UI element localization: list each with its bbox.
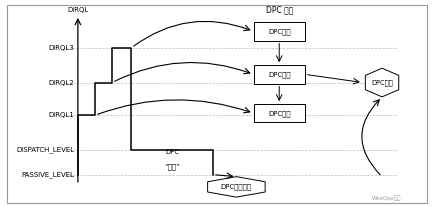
Text: DPC对象: DPC对象 xyxy=(268,110,291,117)
FancyBboxPatch shape xyxy=(254,22,305,41)
Text: DPC派遣例程: DPC派遣例程 xyxy=(221,184,252,190)
Text: DPC对象: DPC对象 xyxy=(268,71,291,78)
Text: DPC 队列: DPC 队列 xyxy=(266,5,293,14)
Text: PASSIVE_LEVEL: PASSIVE_LEVEL xyxy=(22,171,74,178)
Text: DPC例程: DPC例程 xyxy=(371,79,393,86)
FancyBboxPatch shape xyxy=(254,65,305,84)
Text: DPC对象: DPC对象 xyxy=(268,28,291,35)
Text: WeeQoo推库: WeeQoo推库 xyxy=(372,196,401,201)
Polygon shape xyxy=(208,177,265,197)
Text: DIRQL3: DIRQL3 xyxy=(49,45,74,51)
Text: DISPATCH_LEVEL: DISPATCH_LEVEL xyxy=(16,147,74,153)
FancyBboxPatch shape xyxy=(254,104,305,122)
Text: DIRQL1: DIRQL1 xyxy=(49,112,74,118)
Text: “中断”: “中断” xyxy=(164,163,180,170)
Text: DPC: DPC xyxy=(165,149,179,155)
Text: DIRQL: DIRQL xyxy=(67,7,89,13)
Text: DIRQL2: DIRQL2 xyxy=(49,80,74,85)
Polygon shape xyxy=(365,68,399,97)
